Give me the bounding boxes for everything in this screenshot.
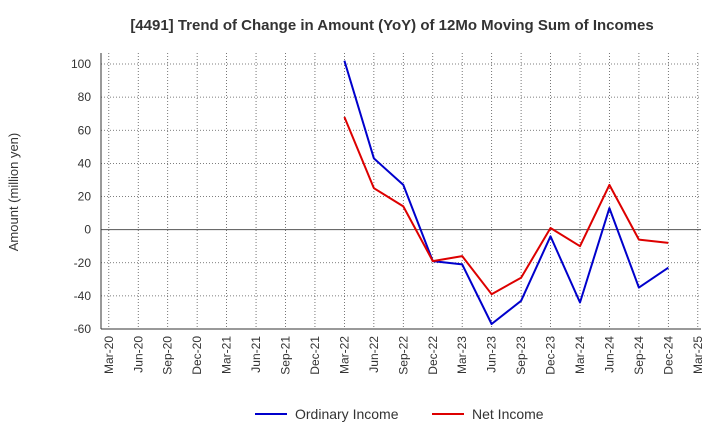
- x-tick-label: Sep-21: [279, 336, 293, 375]
- x-tick-label: Dec-20: [190, 336, 204, 375]
- x-tick-label: Jun-22: [367, 336, 381, 373]
- x-tick-label: Dec-23: [544, 336, 558, 375]
- y-tick-label: 100: [71, 57, 91, 71]
- series-lines: [343, 60, 669, 325]
- y-tick-label: 80: [78, 90, 92, 104]
- chart-title: [4491] Trend of Change in Amount (YoY) o…: [130, 17, 653, 34]
- x-tick-label: Sep-20: [161, 336, 175, 375]
- grid: [101, 53, 701, 330]
- y-tick-label: -40: [74, 289, 92, 303]
- x-tick-label: Mar-25: [691, 336, 705, 374]
- y-tick-label: 20: [78, 190, 92, 204]
- series-line-net-income: [343, 116, 669, 296]
- legend: Ordinary Income Net Income: [255, 406, 544, 422]
- y-tick-label: 0: [84, 223, 91, 237]
- x-tick-label: Jun-23: [485, 336, 499, 373]
- y-tick-label: 40: [78, 156, 92, 170]
- x-tick-label: Mar-22: [337, 336, 351, 374]
- x-tick-labels: Mar-20 Jun-20 Sep-20 Dec-20 Mar-21 Jun-21 Sep-…: [102, 336, 705, 375]
- axes: [100, 53, 701, 330]
- x-tick-label: Mar-20: [102, 336, 116, 374]
- x-tick-label: Mar-21: [220, 336, 234, 374]
- legend-label: Net Income: [472, 406, 544, 422]
- x-tick-label: Sep-22: [396, 336, 410, 375]
- x-tick-label: Jun-24: [602, 336, 616, 373]
- legend-label: Ordinary Income: [295, 406, 399, 422]
- x-tick-label: Dec-21: [308, 336, 322, 375]
- y-tick-labels: 100 80 60 40 20 0 -20 -40 -60: [71, 57, 91, 336]
- x-tick-label: Jun-20: [131, 336, 145, 373]
- x-tick-label: Mar-24: [573, 336, 587, 374]
- x-tick-label: Sep-23: [514, 336, 528, 375]
- y-tick-label: 60: [78, 123, 92, 137]
- y-tick-label: -20: [74, 256, 92, 270]
- x-tick-label: Dec-24: [661, 336, 675, 375]
- y-tick-label: -60: [74, 322, 92, 336]
- x-tick-label: Sep-24: [632, 336, 646, 375]
- series-line-ordinary-income: [343, 60, 669, 325]
- x-tick-label: Mar-23: [455, 336, 469, 374]
- x-tick-label: Jun-21: [249, 336, 263, 373]
- y-axis-label: Amount (million yen): [6, 133, 21, 252]
- x-tick-label: Dec-22: [426, 336, 440, 375]
